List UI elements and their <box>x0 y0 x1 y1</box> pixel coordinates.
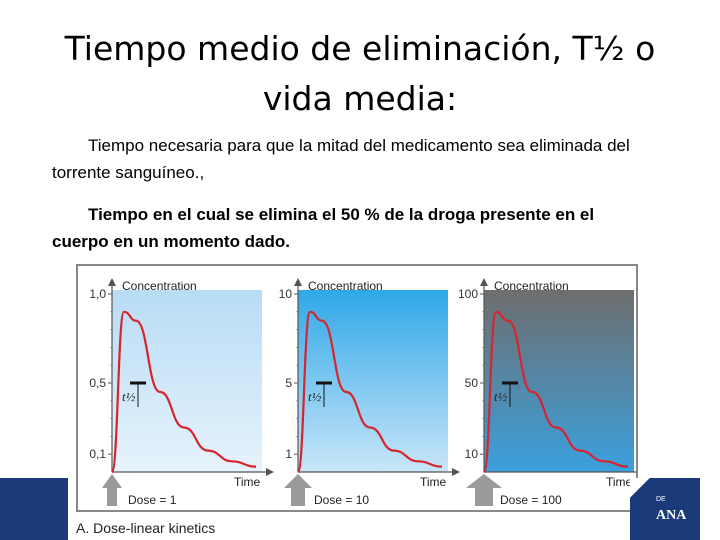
definition-text-2: Tiempo en el cual se elimina el 50 % de … <box>52 205 595 251</box>
y-tick-label: 1,0 <box>89 287 106 301</box>
x-axis-arrowhead <box>452 468 460 476</box>
x-axis-label: Time <box>420 475 447 489</box>
definition-paragraph-2: Tiempo en el cual se elimina el 50 % de … <box>52 201 652 255</box>
definition-paragraph-1: Tiempo necesaria para que la mitad del m… <box>52 132 652 186</box>
pharmacokinetics-figure: Concentration Time 1,0 0,5 0,1 t½ Dose = 1 Conc… <box>76 264 638 512</box>
y-tick-label: 1 <box>285 447 292 461</box>
slide-title: Tiempo medio de eliminación, T½ o vida m… <box>64 29 656 118</box>
y-tick-label: 50 <box>465 376 479 390</box>
y-tick-label: 10 <box>279 287 293 301</box>
university-logo: DE ANA <box>630 478 700 540</box>
kinetics-svg: Concentration Time 1,0 0,5 0,1 t½ Dose = 1 Conc… <box>89 278 636 507</box>
dose-label: Dose = 100 <box>500 493 562 507</box>
halflife-label: t½ <box>122 389 136 404</box>
y-axis-arrowhead <box>294 278 302 286</box>
y-axis-label: Concentration <box>494 279 569 293</box>
y-axis-label: Concentration <box>308 279 383 293</box>
brand-bar <box>0 478 68 540</box>
figure-caption: A. Dose-linear kinetics <box>76 520 216 536</box>
definition-text-1: Tiempo necesaria para que la mitad del m… <box>52 136 630 182</box>
panel-background <box>112 290 262 472</box>
halflife-label: t½ <box>494 389 508 404</box>
y-axis-label: Concentration <box>122 279 197 293</box>
y-tick-label: 0,5 <box>89 376 106 390</box>
y-axis-arrowhead <box>480 278 488 286</box>
concentration-curve <box>482 310 629 474</box>
dose-arrow-icon <box>284 474 312 506</box>
dose-arrow-icon <box>466 474 502 506</box>
y-tick-label: 100 <box>458 287 478 301</box>
halflife-label: t½ <box>308 389 322 404</box>
x-axis-label: Time <box>606 475 633 489</box>
y-tick-label: 5 <box>285 376 292 390</box>
y-tick-label: 10 <box>465 447 479 461</box>
dose-arrow-icon <box>102 474 122 506</box>
dose-label: Dose = 1 <box>128 493 177 507</box>
panel-background <box>484 290 634 472</box>
y-axis-arrowhead <box>108 278 116 286</box>
dose-label: Dose = 10 <box>314 493 369 507</box>
concentration-curve <box>110 310 257 474</box>
y-tick-label: 0,1 <box>89 447 106 461</box>
x-axis-arrowhead <box>266 468 274 476</box>
x-axis-label: Time <box>234 475 261 489</box>
concentration-curve <box>296 310 443 474</box>
panel-background <box>298 290 448 472</box>
